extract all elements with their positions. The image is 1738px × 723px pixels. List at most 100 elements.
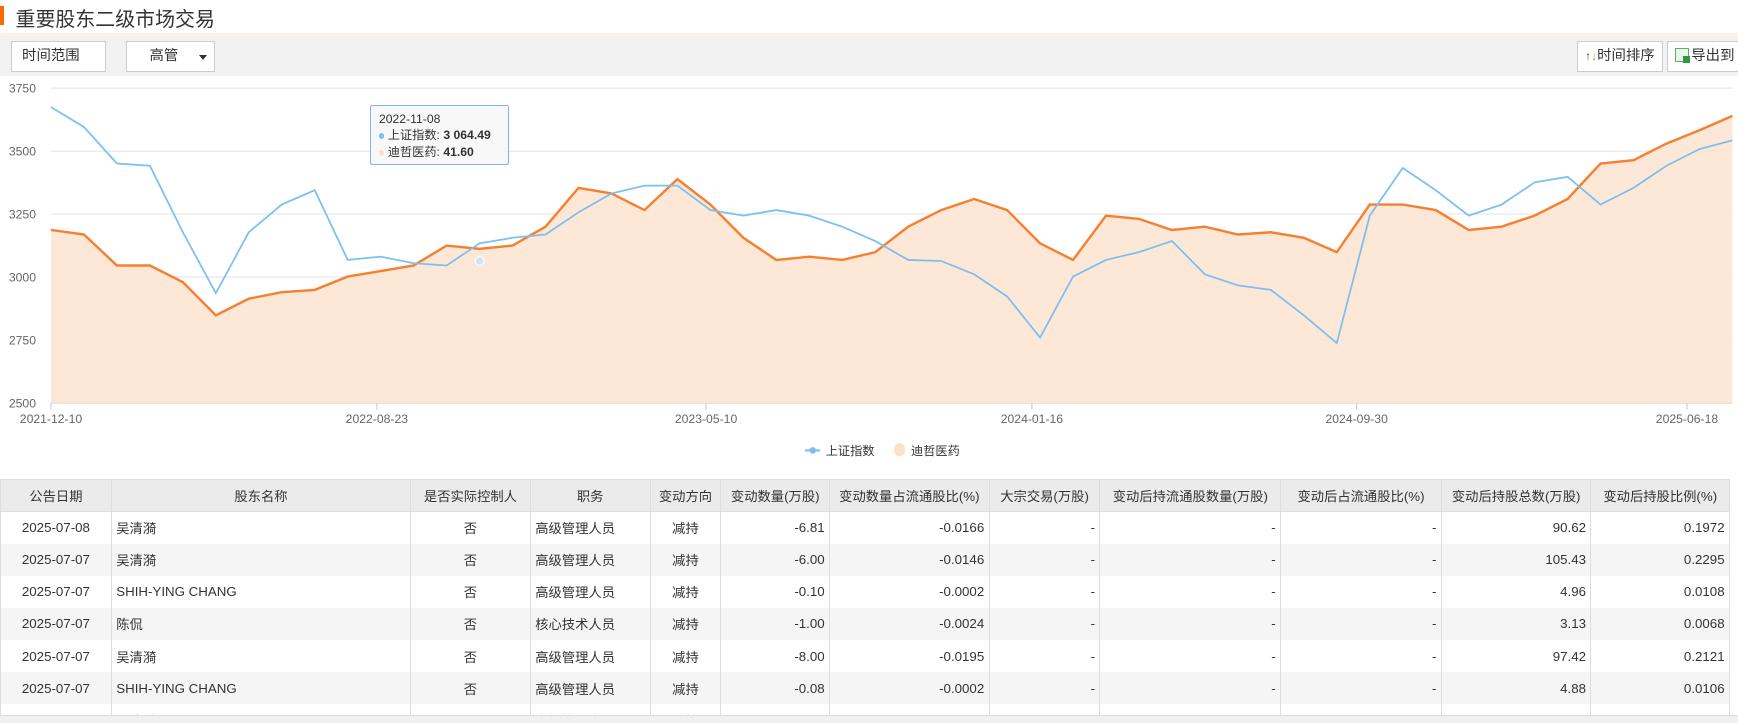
column-header[interactable]: 股东名称: [110, 478, 412, 512]
table-cell: -0.0002: [829, 672, 990, 705]
table-cell: 高级管理人员: [529, 575, 651, 608]
column-header[interactable]: 变动后占流通股比(%): [1280, 478, 1442, 512]
table-cell: 减持: [649, 511, 722, 544]
table-cell: 2025-07-08: [0, 511, 112, 544]
legend-label: 上证指数: [825, 444, 875, 459]
y-tick-label: 2750: [9, 334, 36, 348]
column-header[interactable]: 变动后持股总数(万股): [1440, 478, 1592, 512]
x-tick-label: 2024-01-16: [1001, 412, 1064, 426]
table-cell: -0.0024: [829, 607, 990, 641]
table-row[interactable]: 2025-07-07 SHIH-YING CHANG 否高级管理人员 减持 -0.08-…: [0, 672, 1731, 705]
table-cell: 97.42: [1440, 640, 1592, 673]
table-cell: 高级管理人员: [529, 511, 651, 544]
x-tick-label: 2025-06-18: [1656, 412, 1719, 426]
role-select-value: 高管: [149, 47, 179, 64]
table-cell: -: [1099, 543, 1282, 576]
table-cell: 90.62: [1440, 511, 1592, 544]
table-cell: -: [1099, 575, 1282, 608]
table-cell: -6.00: [720, 543, 831, 576]
column-header[interactable]: 是否实际控制人: [410, 478, 531, 512]
table-cell: 吴清漪: [110, 640, 412, 673]
table-cell: 0.2295: [1590, 543, 1731, 576]
table-cell: -0.08: [720, 672, 831, 705]
table-cell: 105.43: [1440, 543, 1592, 576]
table-cell: 否: [410, 672, 531, 705]
table-cell: -: [1280, 640, 1442, 673]
table-row[interactable]: 2025-07-08 吴清漪否高级管理人员 减持 -6.81 -0.0166- - -90.…: [0, 511, 1731, 544]
legend-item-stock[interactable]: 迪哲医药: [894, 441, 960, 459]
section-header: 重要股东二级市场交易: [0, 0, 1738, 33]
toolbar: 时间范围 高管 ↑↓时间排序 导出到: [0, 36, 1738, 77]
role-select[interactable]: 高管: [126, 40, 216, 73]
table-cell: 0.0108: [1590, 575, 1731, 608]
sort-arrows-icon: ↑↓: [1584, 48, 1598, 63]
table-cell: 否: [410, 511, 531, 544]
table-cell: -8.00: [720, 640, 831, 673]
table-cell: 否: [410, 543, 531, 576]
table-row[interactable]: 2025-07-07 SHIH-YING CHANG 否高级管理人员 减持 -0.10-…: [0, 575, 1731, 608]
table-cell: 减持: [649, 672, 722, 705]
column-header[interactable]: 变动数量(万股): [720, 478, 831, 512]
table-cell: -: [988, 640, 1101, 673]
table-cell: -: [1099, 511, 1282, 544]
time-range-button[interactable]: 时间范围: [11, 40, 107, 73]
tooltip-label: 迪哲医药:: [387, 144, 440, 159]
table-cell: 3.13: [1440, 607, 1592, 641]
table-cell: -0.0166: [829, 511, 990, 544]
table-cell: 高级管理人员: [529, 672, 651, 705]
series-dot-icon: [378, 149, 385, 156]
table-cell: 减持: [649, 640, 722, 673]
table-cell: 吴清漪: [110, 511, 412, 544]
horizontal-scrollbar[interactable]: [0, 714, 1738, 723]
table-cell: 减持: [649, 607, 722, 641]
table-row[interactable]: 2025-07-07 吴清漪否高级管理人员 减持 -6.00 -0.0146- - -105…: [0, 543, 1731, 576]
table-header-row: 公告日期 股东名称 是否实际控制人 职务 变动方向 变动数量(万股) 变动数量占流通股比(%…: [0, 478, 1731, 512]
table-cell: 2025-07-07: [0, 607, 112, 641]
series-dot-icon: [378, 133, 385, 139]
column-header[interactable]: 大宗交易(万股): [988, 478, 1101, 512]
column-header[interactable]: 变动后持流通股数量(万股): [1099, 478, 1282, 512]
table-cell: -0.10: [720, 575, 831, 608]
table-cell: 4.88: [1440, 672, 1592, 705]
legend-label: 迪哲医药: [911, 444, 960, 459]
table-cell: -1.00: [720, 607, 831, 641]
tooltip-value: 3 064.49: [443, 128, 491, 143]
table-cell: 4.96: [1440, 575, 1592, 608]
table-cell: 2025-07-07: [0, 640, 112, 673]
table-cell: 2025-07-07: [0, 543, 112, 576]
excel-icon: [1674, 47, 1691, 64]
table-cell: SHIH-YING CHANG: [110, 672, 412, 705]
column-header[interactable]: 变动数量占流通股比(%): [829, 478, 990, 512]
table-cell: -: [1099, 607, 1282, 641]
table-cell: -: [1099, 672, 1282, 705]
table-cell: 0.0068: [1590, 607, 1731, 641]
table-cell: 高级管理人员: [529, 543, 651, 576]
export-button[interactable]: 导出到: [1667, 40, 1738, 73]
table-cell: SHIH-YING CHANG: [110, 575, 412, 608]
column-header[interactable]: 职务: [529, 478, 651, 512]
caret-down-icon: [199, 55, 208, 60]
line-marker-icon: [804, 446, 821, 454]
page-title: 重要股东二级市场交易: [15, 9, 215, 32]
table-cell: 减持: [649, 543, 722, 576]
chart-tooltip: 2022-11-08 上证指数: 3 064.49 迪哲医药: 41.60: [370, 105, 509, 166]
tooltip-date: 2022-11-08: [378, 111, 441, 126]
y-tick-label: 3750: [9, 82, 36, 96]
table-row[interactable]: 2025-07-07 陈侃否核心技术人员 减持 -1.00 -0.0024- - -3.13…: [0, 607, 1731, 641]
time-sort-button[interactable]: ↑↓时间排序: [1577, 40, 1663, 73]
export-label: 导出到: [1691, 47, 1735, 64]
table-cell: 吴清漪: [110, 543, 412, 576]
table-row[interactable]: 2025-07-07 吴清漪否高级管理人员 减持 -8.00 -0.0195- - -97.…: [0, 640, 1731, 673]
table-cell: 否: [410, 640, 531, 673]
legend-item-index[interactable]: 上证指数: [804, 441, 875, 459]
column-header[interactable]: 公告日期: [0, 478, 112, 512]
column-header[interactable]: 变动方向: [649, 478, 722, 512]
column-header[interactable]: 变动后持股比例(%): [1590, 478, 1731, 512]
stock-area: [50, 116, 1733, 404]
table-cell: 高级管理人员: [529, 640, 651, 673]
table-cell: 陈侃: [110, 607, 412, 641]
table-cell: -0.0195: [829, 640, 990, 673]
table-cell: -: [988, 607, 1101, 641]
table-cell: 否: [410, 607, 531, 641]
